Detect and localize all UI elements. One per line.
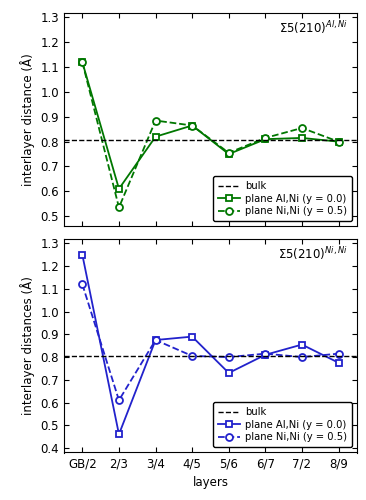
plane Ni,Ni (y = 0.5) <box>300 354 304 360</box>
bulk <box>117 138 121 143</box>
plane Al,Ni (y = 0.0) <box>227 151 231 157</box>
plane Al,Ni (y = 0.0) <box>80 252 85 258</box>
plane Al,Ni (y = 0.0) <box>300 342 304 347</box>
plane Al,Ni (y = 0.0) <box>300 135 304 141</box>
Line: plane Al,Ni (y = 0.0): plane Al,Ni (y = 0.0) <box>79 58 342 192</box>
plane Al,Ni (y = 0.0) <box>153 134 158 140</box>
plane Ni,Ni (y = 0.5) <box>300 125 304 131</box>
plane Ni,Ni (y = 0.5) <box>117 204 121 210</box>
plane Al,Ni (y = 0.0) <box>117 432 121 438</box>
plane Ni,Ni (y = 0.5) <box>263 135 268 141</box>
plane Al,Ni (y = 0.0) <box>117 186 121 192</box>
plane Al,Ni (y = 0.0) <box>153 337 158 343</box>
plane Ni,Ni (y = 0.5) <box>227 354 231 360</box>
plane Ni,Ni (y = 0.5) <box>190 122 194 128</box>
plane Al,Ni (y = 0.0) <box>263 136 268 142</box>
plane Ni,Ni (y = 0.5) <box>190 353 194 359</box>
X-axis label: layers: layers <box>193 476 228 489</box>
Y-axis label: interlayer distances (Å): interlayer distances (Å) <box>20 276 35 415</box>
plane Al,Ni (y = 0.0) <box>227 370 231 376</box>
bulk <box>117 353 121 359</box>
Text: $\Sigma$5(210)$^{Ni,Ni}$: $\Sigma$5(210)$^{Ni,Ni}$ <box>279 246 348 262</box>
Legend: bulk, plane Al,Ni (y = 0.0), plane Ni,Ni (y = 0.5): bulk, plane Al,Ni (y = 0.0), plane Ni,Ni… <box>213 176 352 221</box>
plane Al,Ni (y = 0.0) <box>80 59 85 65</box>
Line: plane Al,Ni (y = 0.0): plane Al,Ni (y = 0.0) <box>79 252 342 438</box>
plane Ni,Ni (y = 0.5) <box>153 337 158 343</box>
bulk <box>80 138 85 143</box>
plane Ni,Ni (y = 0.5) <box>80 282 85 288</box>
Text: $\Sigma$5(210)$^{Al,Ni}$: $\Sigma$5(210)$^{Al,Ni}$ <box>279 19 348 36</box>
plane Ni,Ni (y = 0.5) <box>336 350 341 356</box>
bulk <box>80 353 85 359</box>
plane Al,Ni (y = 0.0) <box>190 334 194 340</box>
plane Al,Ni (y = 0.0) <box>336 138 341 144</box>
Line: plane Ni,Ni (y = 0.5): plane Ni,Ni (y = 0.5) <box>79 281 342 404</box>
plane Ni,Ni (y = 0.5) <box>263 350 268 356</box>
plane Ni,Ni (y = 0.5) <box>227 150 231 156</box>
Y-axis label: interlayer distance (Å): interlayer distance (Å) <box>20 53 35 186</box>
plane Ni,Ni (y = 0.5) <box>336 138 341 144</box>
Legend: bulk, plane Al,Ni (y = 0.0), plane Ni,Ni (y = 0.5): bulk, plane Al,Ni (y = 0.0), plane Ni,Ni… <box>213 402 352 448</box>
plane Al,Ni (y = 0.0) <box>190 122 194 128</box>
plane Ni,Ni (y = 0.5) <box>117 397 121 403</box>
plane Al,Ni (y = 0.0) <box>336 360 341 366</box>
plane Ni,Ni (y = 0.5) <box>80 59 85 65</box>
plane Al,Ni (y = 0.0) <box>263 352 268 358</box>
plane Ni,Ni (y = 0.5) <box>153 118 158 124</box>
Line: plane Ni,Ni (y = 0.5): plane Ni,Ni (y = 0.5) <box>79 58 342 211</box>
